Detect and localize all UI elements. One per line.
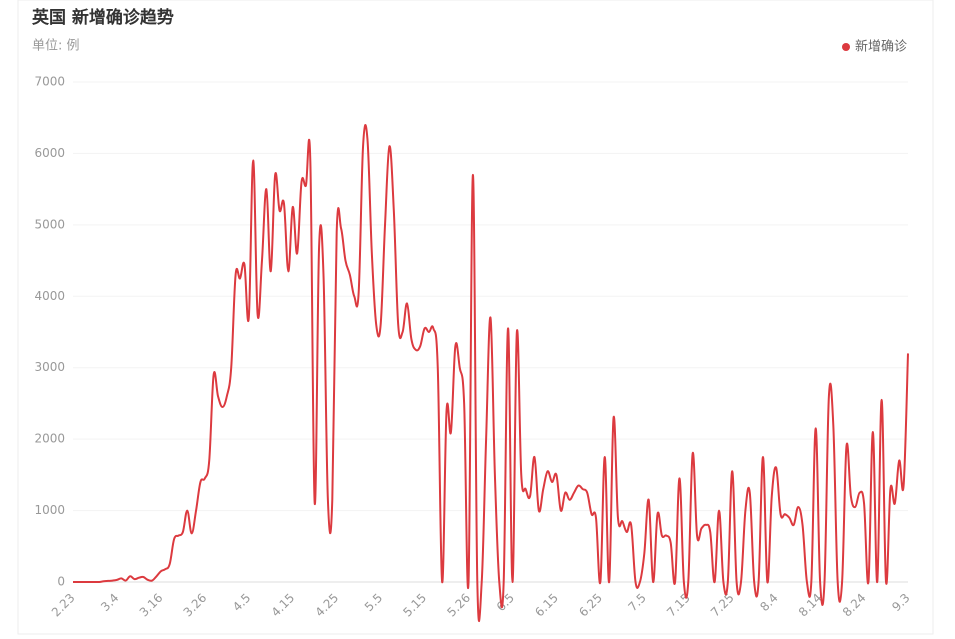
- y-tick-label: 7000: [34, 75, 65, 89]
- y-tick-label: 1000: [34, 503, 65, 517]
- chart-subtitle: 单位: 例: [32, 39, 80, 54]
- chart-title: 英国 新增确诊趋势: [32, 7, 174, 28]
- y-tick-label: 5000: [34, 217, 65, 231]
- y-tick-label: 4000: [34, 289, 65, 303]
- y-tick-label: 2000: [34, 432, 65, 446]
- line: [72, 124, 909, 623]
- y-tick-label: 0: [57, 575, 65, 589]
- legend-marker: [842, 43, 850, 51]
- legend-label: 新增确诊: [855, 39, 907, 55]
- y-tick-label: 3000: [34, 360, 65, 374]
- y-tick-label: 6000: [34, 146, 65, 160]
